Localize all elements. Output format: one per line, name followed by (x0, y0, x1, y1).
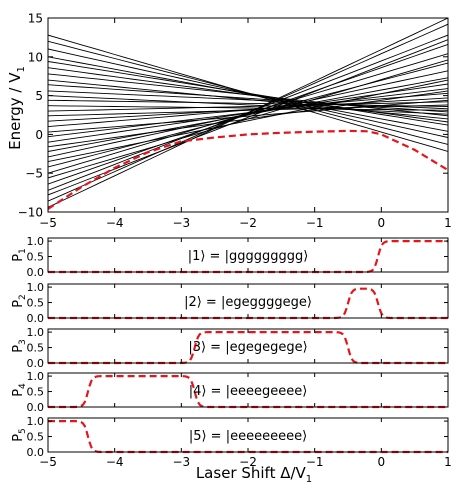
population-panel-2: 0.0 0.5 1.0P2 |2⟩ = |egeggggege⟩ (11, 281, 449, 325)
population-panels: 0.00.51.0P1 |1⟩ = |ggggggggg⟩0.00.51.0P2 |… (11, 235, 452, 469)
ground-state-curve (48, 129, 448, 210)
population-panel-3: 0.0 0.5 1.0P3 |3⟩ = |egegegege⟩ (11, 326, 449, 370)
eigenenergy-line (48, 95, 448, 115)
y-tick-label: 0.0 (27, 357, 45, 370)
y-tick-label: 0 (35, 128, 43, 142)
eigenenergy-line (48, 99, 448, 133)
eigenenergy-line (48, 61, 448, 126)
x-tick-label: −5 (39, 455, 57, 469)
x-tick-label: −1 (306, 216, 324, 230)
eigenenergy-line (48, 73, 448, 117)
population-axis-label: P4 (11, 383, 28, 397)
state-label: |5⟩ = |eeeeeeeee⟩ (189, 429, 307, 444)
x-tick-label: 1 (444, 455, 452, 469)
y-tick-label: 1.0 (27, 370, 45, 383)
y-tick-label: 1.0 (27, 326, 45, 339)
y-tick-label: 5 (35, 89, 43, 103)
population-axis-label: P3 (11, 339, 28, 353)
population-panel-1: 0.0 0.5 1.0P1 |1⟩ = |ggggggggg⟩ (11, 235, 449, 279)
y-tick-label: 0.0 (27, 401, 45, 414)
eigenenergy-line (48, 62, 448, 168)
x-tick-label: −2 (239, 216, 257, 230)
eigenenergy-line (48, 59, 448, 179)
y-tick-label: 0.0 (27, 266, 45, 279)
x-tick-label: 0 (378, 216, 386, 230)
population-axis-label: P2 (11, 294, 28, 308)
state-label: |4⟩ = |eeeegeeee⟩ (189, 384, 308, 399)
eigenenergy-line (48, 79, 448, 163)
y-tick-label: 10 (28, 50, 43, 64)
energy-axis-label: Energy / V1 (6, 66, 27, 150)
y-tick-label: 1.0 (27, 235, 45, 248)
y-tick-label: 0.0 (27, 312, 45, 325)
population-axis-label: P5 (11, 428, 28, 442)
state-label: |1⟩ = |ggggggggg⟩ (188, 249, 309, 264)
eigenenergy-line (48, 84, 448, 113)
eigenenergy-line (48, 101, 448, 112)
population-panel-5: 0.0 0.5 1.0P5 |5⟩ = |eeeeeeeee⟩ (11, 415, 449, 459)
y-tick-label: 0.5 (27, 386, 45, 399)
eigenenergy-line (48, 56, 448, 132)
x-tick-label: −4 (106, 216, 124, 230)
y-tick-label: −10 (18, 206, 43, 220)
x-tick-label: 1 (444, 216, 452, 230)
y-tick-label: 15 (28, 12, 43, 26)
y-tick-label: 0.0 (27, 446, 45, 459)
x-tick-label: −1 (306, 455, 324, 469)
y-tick-label: 0.5 (27, 251, 45, 264)
eigenenergy-lines (48, 18, 448, 208)
population-axis-label: P1 (11, 248, 28, 262)
y-tick-label: 1.0 (27, 281, 45, 294)
eigenenergy-line (48, 92, 448, 128)
eigenenergy-line (48, 43, 448, 185)
y-tick-label: 0.5 (27, 431, 45, 444)
x-tick-label: −4 (106, 455, 124, 469)
y-tick-label: 0.5 (27, 297, 45, 310)
x-tick-label: 0 (378, 455, 386, 469)
y-tick-label: 0.5 (27, 342, 45, 355)
x-tick-label: −3 (172, 216, 190, 230)
state-label: |2⟩ = |egeggggege⟩ (184, 295, 312, 310)
x-tick-label: −2 (239, 455, 257, 469)
state-label: |3⟩ = |egegegege⟩ (188, 340, 307, 355)
laser-shift-axis-label: Laser Shift Δ/V1 (196, 464, 312, 485)
eigenenergy-line (48, 53, 448, 174)
y-tick-label: 1.0 (27, 415, 45, 428)
eigenenergy-line (48, 105, 448, 111)
x-tick-label: −3 (172, 455, 190, 469)
eigenenergy-line (48, 39, 448, 196)
eigenenergy-line (48, 18, 448, 208)
x-tick-label: −5 (39, 216, 57, 230)
population-panel-4: 0.0 0.5 1.0P4 |4⟩ = |eeeegeeee⟩ (11, 370, 449, 414)
y-tick-label: −5 (25, 167, 43, 181)
